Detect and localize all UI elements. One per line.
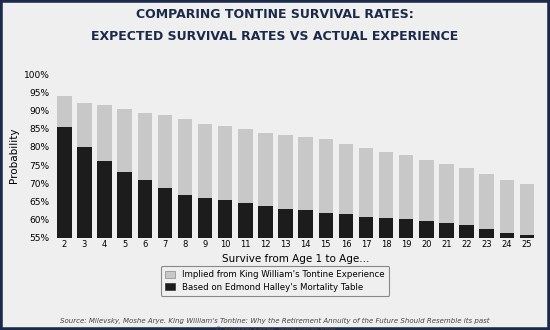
Bar [359, 148, 373, 330]
Bar [117, 172, 132, 330]
Bar [77, 103, 92, 330]
Text: COMPARING TONTINE SURVIVAL RATES:: COMPARING TONTINE SURVIVAL RATES: [136, 8, 414, 21]
Bar [359, 217, 373, 330]
Bar [499, 180, 514, 330]
Text: © Michael Kitces, www.kitces.com: © Michael Kitces, www.kitces.com [214, 327, 336, 330]
Bar [97, 105, 112, 330]
Y-axis label: Probability: Probability [9, 127, 19, 183]
Bar [97, 161, 112, 330]
Bar [499, 233, 514, 330]
Bar [339, 144, 353, 330]
Bar [57, 127, 72, 330]
Bar [178, 195, 192, 330]
Bar [480, 229, 494, 330]
Bar [258, 206, 273, 330]
Text: EXPECTED SURVIVAL RATES VS ACTUAL EXPERIENCE: EXPECTED SURVIVAL RATES VS ACTUAL EXPERI… [91, 30, 459, 43]
Bar [198, 124, 212, 330]
Text: Source: Milevsky, Moshe Arye. King William's Tontine: Why the Retirement Annuity: Source: Milevsky, Moshe Arye. King Willi… [60, 317, 490, 324]
Bar [459, 168, 474, 330]
Bar [439, 164, 454, 330]
Legend: Implied from King William's Tontine Experience, Based on Edmond Halley's Mortali: Implied from King William's Tontine Expe… [161, 266, 389, 296]
Bar [138, 180, 152, 330]
Bar [158, 187, 172, 330]
Bar [218, 126, 233, 330]
Bar [299, 211, 313, 330]
Bar [278, 209, 293, 330]
Bar [480, 174, 494, 330]
X-axis label: Survive from Age 1 to Age...: Survive from Age 1 to Age... [222, 253, 369, 264]
Bar [520, 184, 534, 330]
Bar [439, 223, 454, 330]
Bar [318, 139, 333, 330]
Bar [178, 119, 192, 330]
Bar [278, 135, 293, 330]
Bar [77, 147, 92, 330]
Bar [117, 109, 132, 330]
Bar [419, 160, 433, 330]
Bar [399, 155, 414, 330]
Bar [238, 129, 252, 330]
Bar [198, 198, 212, 330]
Bar [299, 137, 313, 330]
Bar [399, 219, 414, 330]
Bar [258, 133, 273, 330]
Bar [379, 152, 393, 330]
Bar [520, 235, 534, 330]
Bar [339, 214, 353, 330]
Bar [158, 115, 172, 330]
Bar [138, 113, 152, 330]
Bar [318, 213, 333, 330]
Bar [459, 225, 474, 330]
Bar [218, 200, 233, 330]
Bar [57, 96, 72, 330]
Bar [238, 203, 252, 330]
Bar [379, 218, 393, 330]
Bar [419, 221, 433, 330]
